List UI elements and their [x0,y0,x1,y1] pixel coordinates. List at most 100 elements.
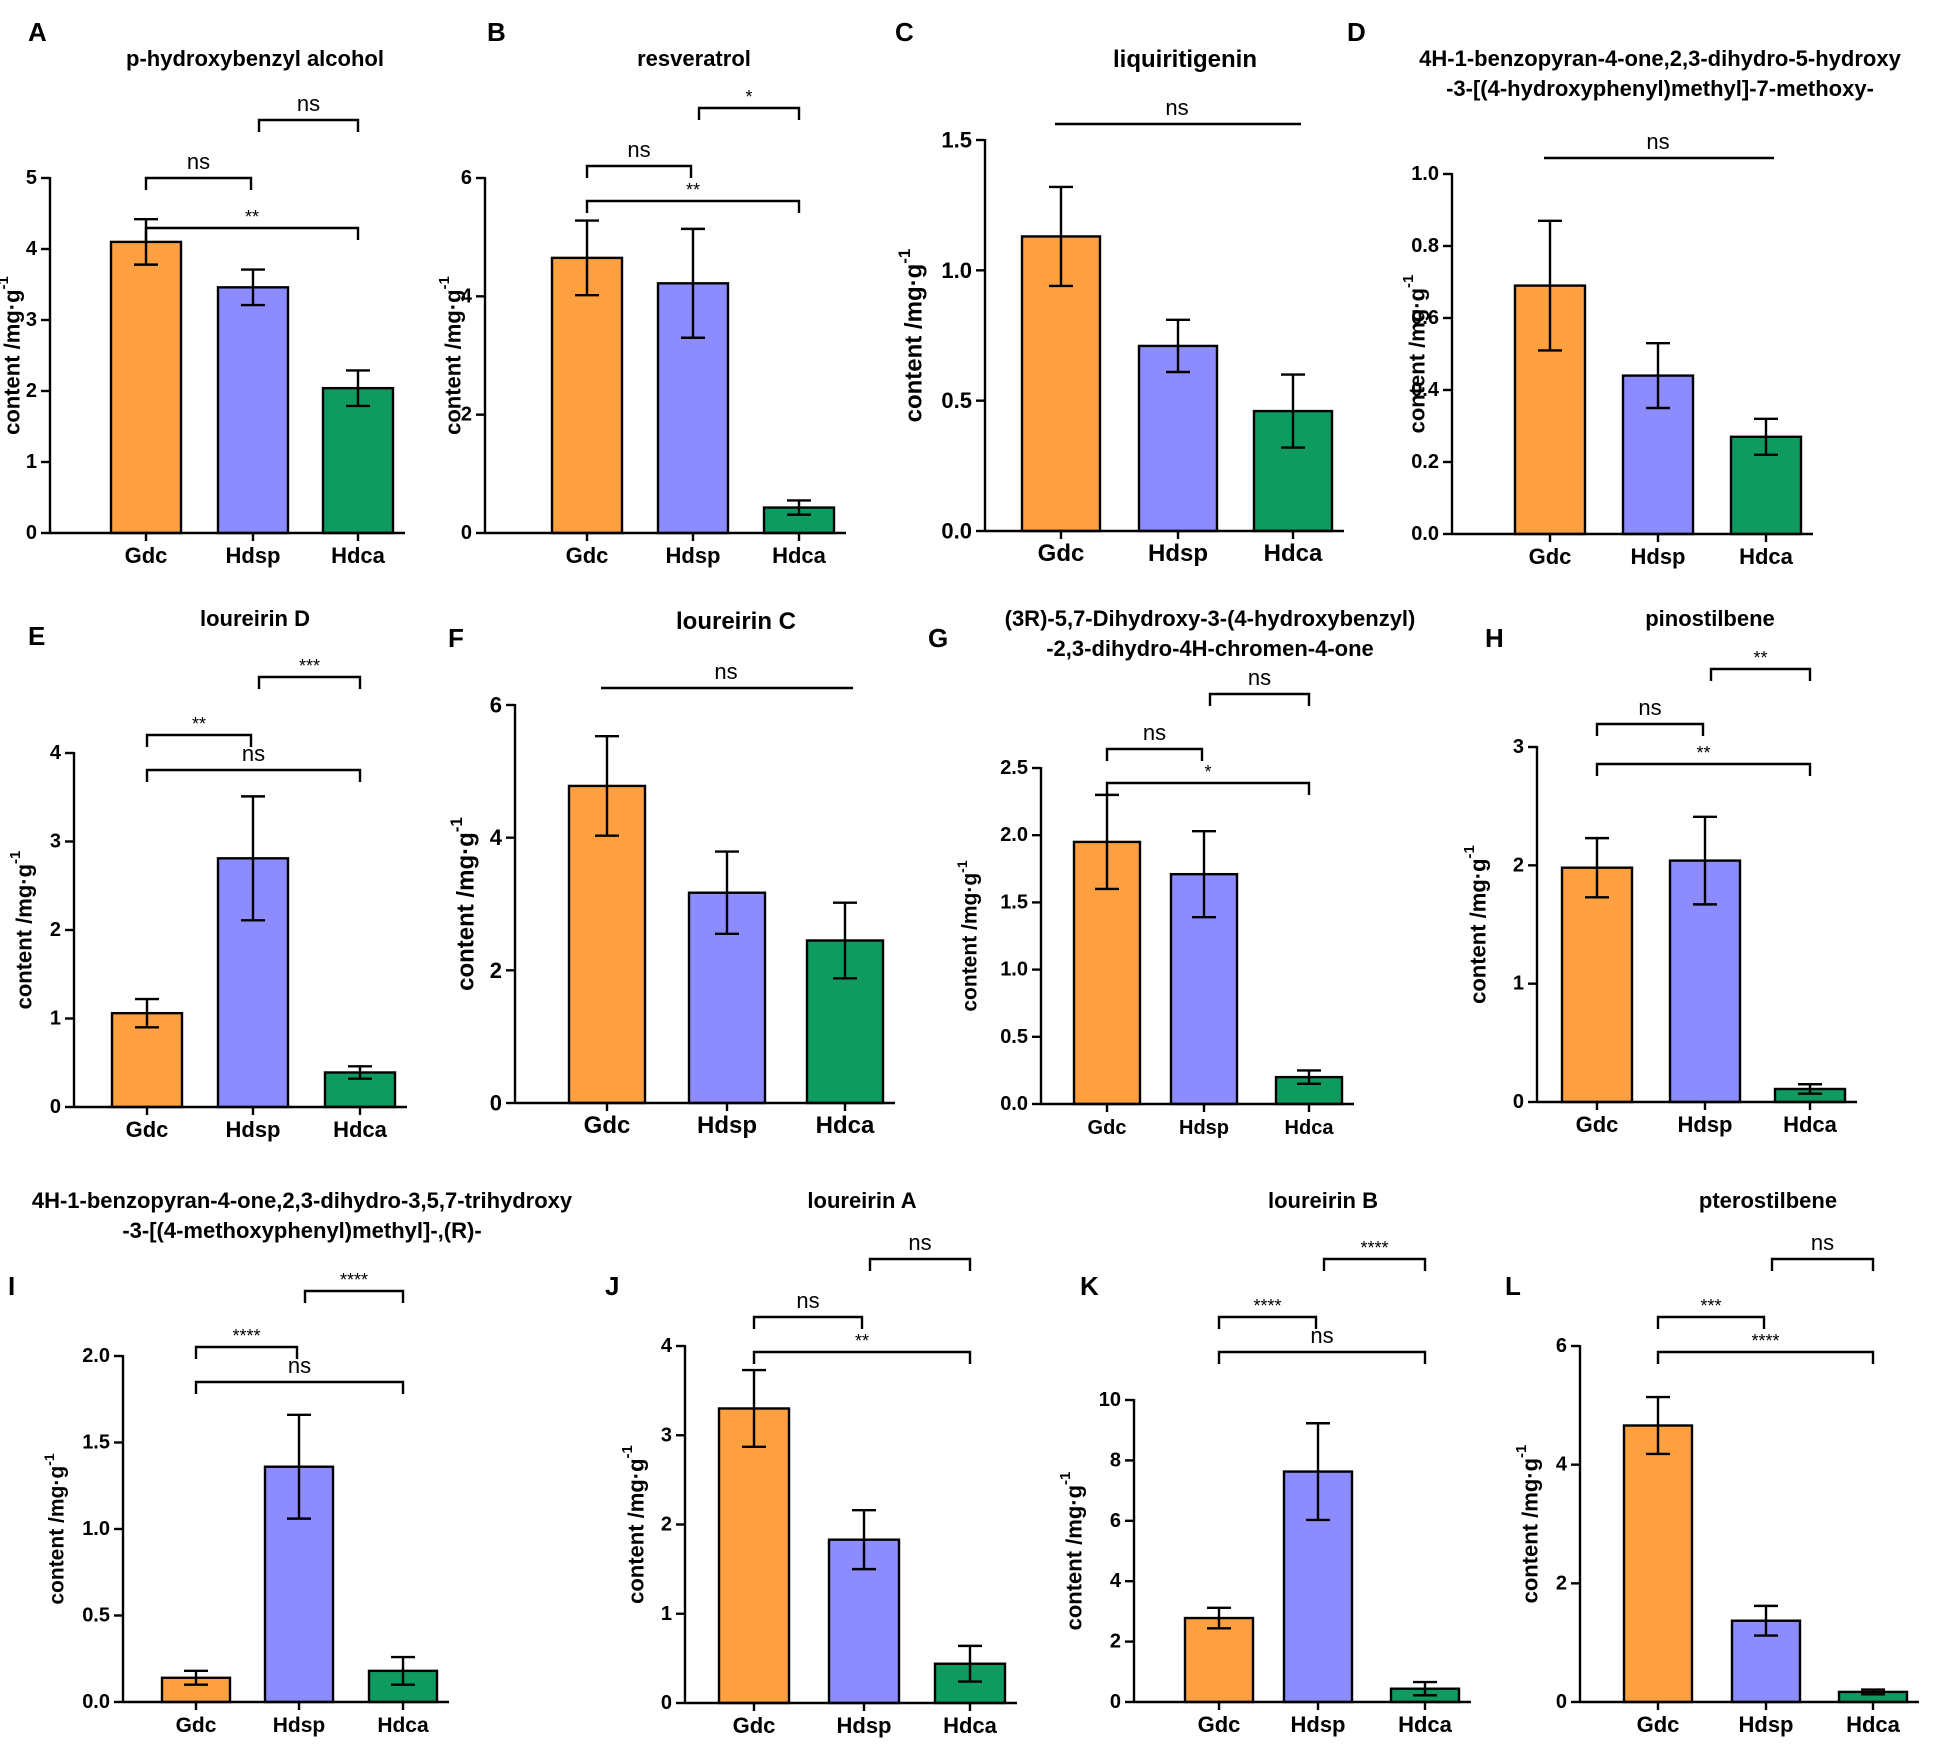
significance-bracket [194,1380,405,1394]
significance-bracket [1770,1257,1875,1271]
y-tick-label: 2 [1513,854,1524,876]
significance-label: ** [1696,743,1710,763]
y-axis-label-superscript: -1 [619,1445,636,1458]
chart-title: -3-[(4-hydroxyphenyl)methyl]-7-methoxy- [1446,76,1874,101]
significance-label: ns [1811,1230,1834,1255]
x-tick-label-gdc: Gdc [1576,1112,1619,1137]
x-tick-label-hdsp: Hdsp [1291,1712,1346,1737]
y-tick-label: 1.0 [941,258,972,283]
significance-label: ns [1143,720,1166,745]
panel-I: I 4H-1-benzopyran-4-one,2,3-dihydro-3,5,7… [8,1188,573,1737]
panel-label: L [1505,1271,1521,1301]
significance-bracket [1217,1315,1318,1329]
significance-bracket [697,106,801,120]
x-tick-label-hdsp: Hdsp [226,543,281,568]
y-tick-label: 6 [490,693,502,718]
significance-label: ns [288,1353,311,1378]
x-tick-label-gdc: Gdc [1637,1712,1680,1737]
chart-title: pterostilbene [1699,1188,1837,1213]
y-tick-label: 6 [1556,1335,1567,1357]
y-tick-label: 4 [490,825,503,850]
y-tick-label: 4 [1556,1454,1568,1476]
y-axis-label: content /mg·g-1 [1513,1445,1543,1604]
significance-bracket [257,118,360,132]
y-axis-label-superscript: -1 [1461,845,1478,858]
significance-label: ns [297,91,320,116]
bar-gdc [109,240,183,535]
y-tick-label: 4 [461,285,473,307]
significance-bracket [303,1289,405,1303]
y-tick-label: 1.0 [1000,959,1028,981]
x-tick-label-gdc: Gdc [584,1112,631,1139]
x-tick-label-hdsp: Hdsp [697,1112,757,1139]
significance-bracket [145,733,253,747]
chart-title: 4H-1-benzopyran-4-one,2,3-dihydro-5-hydr… [1419,46,1901,71]
y-axis-label: content /mg·g-1 [436,276,466,435]
significance-bracket [144,176,253,190]
y-tick-label: 0 [50,1096,61,1118]
significance-label: *** [299,656,320,676]
panel-label: B [487,17,506,47]
y-tick-label: 0.0 [1000,1093,1028,1115]
y-axis-label: content /mg·g-1 [447,817,480,991]
panel-label: F [448,623,464,653]
y-tick-label: 0.8 [1411,235,1439,257]
x-tick-label-hdca: Hdca [377,1714,429,1737]
bar-hdsp [216,286,290,535]
chart-title: 4H-1-benzopyran-4-one,2,3-dihydro-3,5,7-… [32,1188,573,1213]
y-tick-label: 2 [661,1514,672,1536]
significance-bracket [1105,747,1204,761]
y-tick-label: 0 [1556,1691,1567,1713]
y-tick-label: 1.5 [1000,891,1028,913]
y-tick-label: 0.5 [82,1605,110,1627]
significance-label: ns [187,149,210,174]
y-tick-label: 0.0 [1411,523,1439,545]
significance-bracket [585,164,693,178]
bar-gdc [1183,1616,1255,1704]
x-tick-label-hdca: Hdca [1739,544,1794,569]
y-tick-label: 0.6 [1411,307,1439,329]
y-axis-label-superscript: -1 [895,249,914,264]
y-tick-label: 0 [461,522,472,544]
y-tick-label: 6 [461,167,472,189]
panel-label: D [1347,17,1366,47]
panel-label: I [8,1271,15,1301]
x-tick-label-gdc: Gdc [1038,540,1085,567]
y-tick-label: 2 [26,380,37,402]
significance-label: ns [242,741,265,766]
chart-title: loureirin B [1268,1188,1378,1213]
y-tick-label: 0.5 [1000,1026,1028,1048]
x-tick-label-hdca: Hdca [331,543,386,568]
chart-title: p-hydroxybenzyl alcohol [126,46,384,71]
significance-bracket [145,768,362,782]
y-axis-label-superscript: -1 [447,817,466,832]
y-tick-label: 1 [1513,973,1524,995]
y-tick-label: 2 [1110,1631,1121,1653]
y-tick-label: 0.2 [1411,451,1439,473]
significance-label: ** [855,1331,869,1351]
significance-label: ** [245,207,259,227]
chart-title: resveratrol [637,46,751,71]
y-tick-label: 0 [490,1091,502,1116]
x-tick-label-hdsp: Hdsp [1739,1712,1794,1737]
y-tick-label: 2.0 [82,1345,110,1367]
significance-bracket [194,1345,299,1359]
significance-label: * [745,87,752,107]
x-tick-label-hdca: Hdca [772,543,827,568]
panel-label: G [928,623,948,653]
panel-label: A [28,17,47,47]
panel-label: K [1080,1271,1099,1301]
panel-A: Ap-hydroxybenzyl alcohol 0 1 2 3 4 5 content /m… [0,17,405,568]
significance-label: **** [340,1270,368,1290]
x-tick-label-gdc: Gdc [126,1117,169,1142]
y-tick-label: 1.5 [82,1432,110,1454]
y-tick-label: 0.0 [82,1691,110,1713]
significance-bracket [1595,722,1705,736]
significance-label: ns [1310,1323,1333,1348]
